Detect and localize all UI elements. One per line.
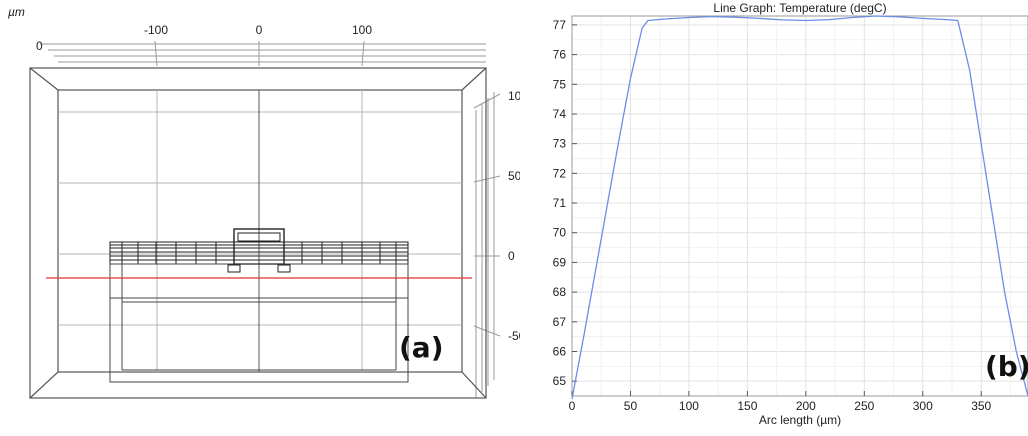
z-tick-label: 50	[508, 169, 520, 183]
x-tick-label: 200	[796, 399, 816, 413]
geometry-view: µm 0 -100 0 100 100 50 0 -50 (a)	[8, 5, 528, 399]
y-tick-label: 68	[553, 285, 567, 299]
y-tick-label: 77	[553, 18, 567, 32]
y-tick-label: 66	[553, 344, 567, 358]
chart-title: Line Graph: Temperature (degC)	[713, 1, 886, 15]
x-tick-label: 100	[352, 23, 372, 37]
x-tick-label: 100	[679, 399, 699, 413]
x-tick-label: 350	[971, 399, 991, 413]
x-axis-label: Arc length (µm)	[759, 413, 841, 427]
substrate-block	[109, 263, 409, 383]
z-tick-label: 100	[508, 89, 520, 103]
x-tick-label: 300	[913, 399, 933, 413]
unit-label: µm	[8, 5, 25, 19]
z-tick-label: -50	[508, 329, 520, 343]
grid	[571, 16, 1028, 397]
right-grid-lines	[473, 92, 501, 398]
y-tick-label: 72	[553, 166, 567, 180]
y-tick-label: 70	[553, 226, 567, 240]
x-tick-label: -100	[144, 23, 168, 37]
line-graph-panel: Line Graph: Temperature (degC) 65 66 67 68 6…	[520, 0, 1028, 431]
inner-grid	[58, 90, 462, 372]
x-tick-label: 150	[737, 399, 757, 413]
domain-box	[29, 67, 487, 399]
y-tick-label: 65	[553, 374, 567, 388]
y-tick-label: 67	[553, 315, 567, 329]
x-tick-label: 0	[569, 399, 576, 413]
top-grid-lines	[40, 40, 486, 67]
device-structure	[109, 228, 409, 273]
series-line-temperature	[571, 15, 1028, 400]
back-axis-label: 0	[36, 39, 43, 53]
plot-frame	[571, 15, 1028, 397]
y-tick-label: 74	[553, 107, 567, 121]
line-graph: Line Graph: Temperature (degC) 65 66 67 68 6…	[553, 1, 1028, 427]
z-tick-label: 0	[508, 249, 515, 263]
geometry-view-panel: µm 0 -100 0 100 100 50 0 -50 (a)	[8, 5, 528, 399]
y-tick-label: 69	[553, 255, 567, 269]
x-tick-label: 250	[854, 399, 874, 413]
panel-label-b: (b)	[985, 350, 1028, 383]
x-tick-label: 0	[256, 23, 263, 37]
x-tick-label: 50	[624, 399, 638, 413]
y-tick-label: 71	[553, 196, 567, 210]
y-tick-label: 75	[553, 77, 567, 91]
y-tick-label: 76	[553, 48, 567, 62]
y-tick-label: 73	[553, 137, 567, 151]
panel-label-a: (a)	[399, 331, 444, 364]
